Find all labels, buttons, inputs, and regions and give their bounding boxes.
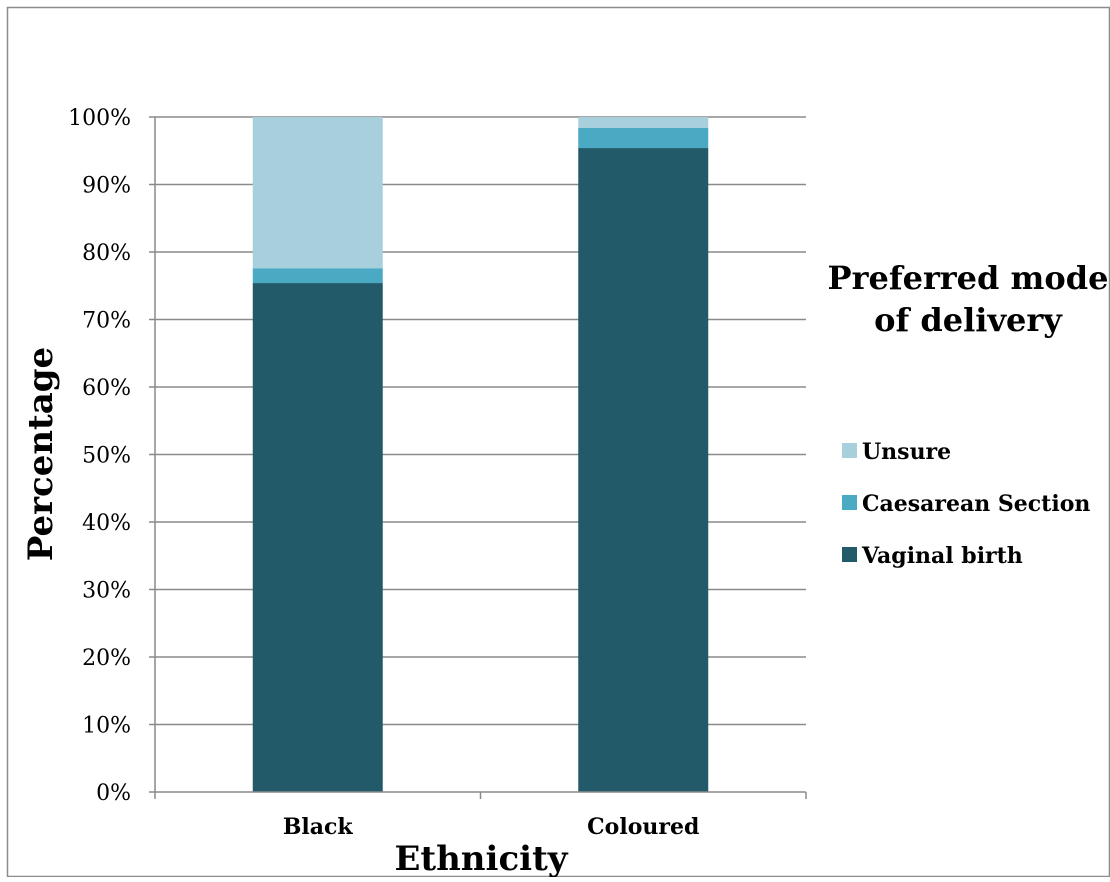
y-tick-labels: 0% 10% 20% 30% 40% 50% 60% 70% 80% 90% 100%	[68, 106, 131, 806]
y-tick-label: 30%	[82, 579, 131, 604]
legend-swatch	[842, 547, 857, 562]
y-tick-label: 60%	[82, 376, 131, 401]
legend: Preferred mode of delivery Unsure Caesare…	[828, 259, 1109, 569]
y-tick-label: 100%	[68, 106, 131, 131]
chart-border	[6, 6, 1110, 878]
legend-title-line-2: of delivery	[874, 301, 1063, 339]
legend-label: Unsure	[862, 439, 951, 465]
bar-segment-unsure	[578, 117, 709, 128]
x-tick-label: Black	[283, 814, 354, 840]
bar-segment-caesarean-section	[578, 127, 709, 149]
y-tick-label: 0%	[96, 781, 131, 806]
x-tick-labels: Black Coloured	[283, 814, 700, 840]
bar-segment-caesarean-section	[252, 268, 383, 284]
axes	[154, 117, 807, 799]
bar-segment-unsure	[252, 117, 383, 269]
bars	[252, 117, 709, 793]
legend-swatch	[842, 495, 857, 510]
y-axis-title: Percentage	[21, 347, 61, 561]
y-tick-label: 70%	[82, 309, 131, 334]
legend-label: Caesarean Section	[862, 491, 1090, 517]
x-axis-title: Ethnicity	[394, 839, 568, 877]
bar-segment-vaginal-birth	[578, 148, 709, 793]
x-tick-label: Coloured	[587, 814, 699, 840]
legend-swatch	[842, 443, 857, 458]
y-tick-label: 20%	[82, 646, 131, 671]
legend-entries: Unsure Caesarean Section Vaginal birth	[842, 439, 1090, 569]
y-tick-label: 10%	[82, 714, 131, 739]
y-tick-label: 40%	[82, 511, 131, 536]
legend-title-line-1: Preferred mode	[828, 259, 1109, 297]
legend-label: Vaginal birth	[861, 543, 1023, 569]
y-tick-label: 50%	[82, 444, 131, 469]
y-tick-label: 80%	[82, 241, 131, 266]
y-tick-label: 90%	[82, 174, 131, 199]
bar-segment-vaginal-birth	[252, 283, 383, 792]
